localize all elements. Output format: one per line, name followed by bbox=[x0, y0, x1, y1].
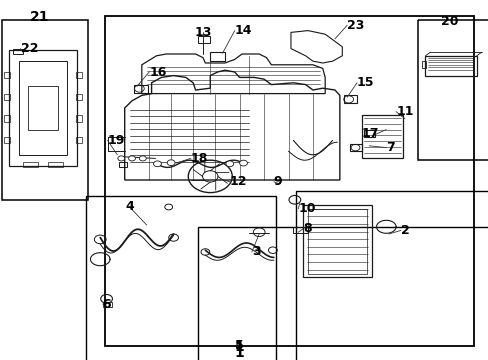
Bar bbox=[105, 16, 473, 346]
Bar bbox=[210, 52, 224, 61]
Text: 4: 4 bbox=[125, 201, 134, 213]
Text: 9: 9 bbox=[273, 175, 282, 188]
Text: 10: 10 bbox=[298, 202, 315, 215]
Circle shape bbox=[153, 161, 161, 167]
Bar bbox=[76, 115, 82, 122]
Bar bbox=[76, 137, 82, 143]
Bar bbox=[119, 162, 126, 167]
Text: 1: 1 bbox=[234, 346, 244, 360]
Bar bbox=[76, 94, 82, 100]
Text: 22: 22 bbox=[20, 42, 38, 55]
Bar bbox=[4, 72, 10, 78]
Text: 14: 14 bbox=[234, 24, 252, 37]
Bar bbox=[295, 191, 488, 360]
Bar bbox=[421, 61, 426, 68]
Bar bbox=[293, 227, 307, 233]
Bar bbox=[307, 209, 366, 274]
Text: 12: 12 bbox=[229, 175, 247, 188]
Bar bbox=[343, 95, 357, 103]
Bar bbox=[28, 86, 58, 130]
Bar bbox=[48, 162, 62, 167]
Text: 2: 2 bbox=[400, 224, 409, 237]
Circle shape bbox=[239, 160, 247, 166]
Bar bbox=[349, 144, 361, 151]
Bar bbox=[19, 61, 67, 155]
Bar bbox=[198, 227, 488, 360]
Circle shape bbox=[167, 160, 175, 166]
Bar bbox=[425, 56, 476, 76]
Bar bbox=[417, 20, 488, 160]
Bar bbox=[364, 130, 374, 137]
Bar bbox=[85, 196, 276, 360]
Bar bbox=[303, 205, 371, 277]
Bar bbox=[76, 72, 82, 78]
Text: 5: 5 bbox=[235, 339, 244, 352]
Bar bbox=[4, 94, 10, 100]
Text: 15: 15 bbox=[356, 76, 374, 89]
Bar bbox=[13, 49, 23, 54]
Circle shape bbox=[118, 156, 124, 161]
Text: 13: 13 bbox=[194, 26, 211, 39]
Bar bbox=[361, 115, 403, 158]
Bar bbox=[102, 302, 112, 307]
Text: 8: 8 bbox=[303, 222, 311, 235]
Text: 20: 20 bbox=[440, 15, 458, 28]
Text: 11: 11 bbox=[395, 105, 413, 118]
Circle shape bbox=[139, 156, 146, 161]
Text: 21: 21 bbox=[30, 10, 50, 24]
Circle shape bbox=[225, 161, 233, 167]
Text: 7: 7 bbox=[386, 141, 394, 154]
Bar bbox=[4, 137, 10, 143]
Text: 17: 17 bbox=[361, 127, 379, 140]
Bar bbox=[9, 50, 77, 166]
Bar bbox=[198, 36, 210, 43]
Text: 6: 6 bbox=[102, 298, 111, 311]
Text: 19: 19 bbox=[107, 134, 125, 147]
Bar bbox=[4, 115, 10, 122]
Text: 3: 3 bbox=[251, 246, 260, 258]
Text: 18: 18 bbox=[190, 152, 208, 165]
Bar bbox=[23, 162, 38, 167]
Text: 23: 23 bbox=[346, 19, 364, 32]
Text: 1: 1 bbox=[234, 341, 244, 354]
Bar bbox=[2, 20, 88, 200]
Text: 16: 16 bbox=[149, 66, 166, 78]
Circle shape bbox=[128, 156, 135, 161]
Bar bbox=[134, 85, 148, 93]
